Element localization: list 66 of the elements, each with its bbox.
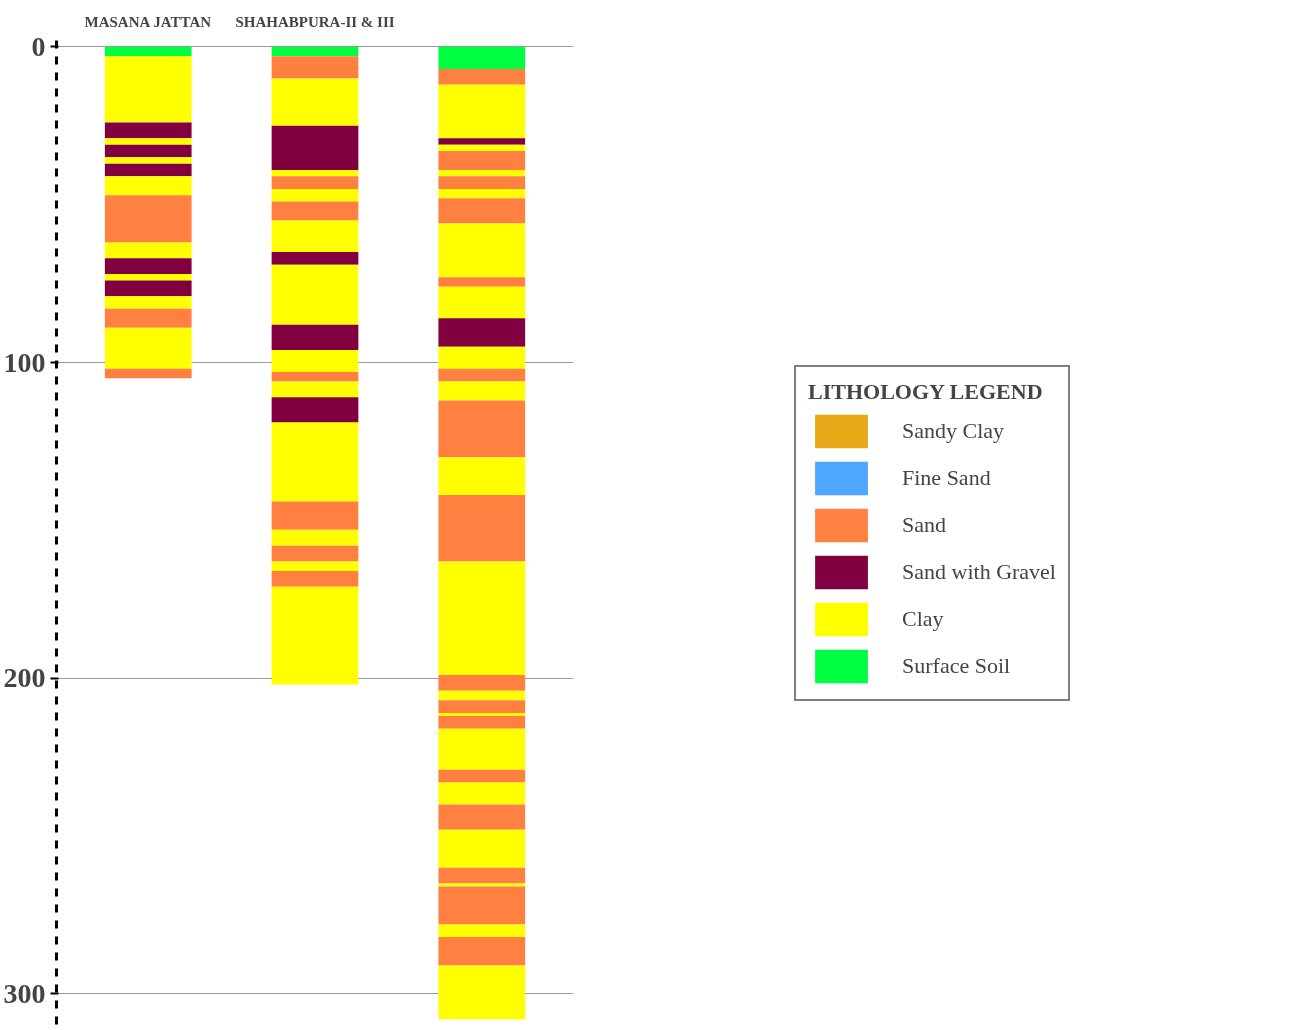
bar xyxy=(438,782,526,805)
bar xyxy=(271,220,359,253)
y-tick-label: 300 xyxy=(3,977,46,1009)
bar xyxy=(271,78,359,126)
bar xyxy=(438,400,526,458)
bar xyxy=(271,264,359,325)
bar xyxy=(271,570,359,587)
bar xyxy=(438,937,526,966)
bar xyxy=(438,169,526,177)
bar xyxy=(271,545,359,562)
bar xyxy=(104,46,192,57)
bar xyxy=(438,223,526,278)
bar xyxy=(438,804,526,830)
bar xyxy=(271,422,359,502)
bar xyxy=(271,188,359,202)
bar xyxy=(438,924,526,938)
bar xyxy=(438,712,526,717)
bar xyxy=(438,84,526,139)
bar xyxy=(438,716,526,729)
bar xyxy=(271,586,359,685)
legend-label: Sand xyxy=(902,511,947,538)
bar xyxy=(438,381,526,401)
bar xyxy=(438,188,526,199)
bar xyxy=(438,68,526,85)
bar xyxy=(271,349,359,372)
y-tick-label: 100 xyxy=(3,346,46,378)
legend-label: Clay xyxy=(902,605,944,632)
bar xyxy=(438,675,526,691)
bar xyxy=(438,886,526,925)
bar xyxy=(438,561,526,676)
bar xyxy=(438,176,526,189)
legend-label: Surface Soil xyxy=(902,652,1011,679)
bar xyxy=(271,56,359,79)
bar xyxy=(438,46,526,69)
bar xyxy=(438,457,526,496)
bar xyxy=(271,176,359,189)
legend-label: Fine Sand xyxy=(902,464,991,491)
x-tick-label: SHAHABPURA-II & III xyxy=(235,13,395,30)
bar xyxy=(271,46,359,57)
bar xyxy=(438,728,526,770)
bar xyxy=(271,501,359,530)
bar xyxy=(438,700,526,713)
bar xyxy=(271,201,359,221)
bar xyxy=(271,381,359,398)
y-tick-label: 0 xyxy=(31,30,46,62)
bar xyxy=(438,883,526,887)
bar xyxy=(438,346,526,369)
bar xyxy=(438,690,526,701)
y-tick-label: 200 xyxy=(3,662,46,694)
legend-label: Sandy Clay xyxy=(902,417,1005,444)
bar xyxy=(438,829,526,868)
bar xyxy=(271,529,359,546)
bar xyxy=(271,125,359,170)
bar xyxy=(271,561,359,571)
legend-label: Sand with Gravel xyxy=(902,558,1056,585)
bar xyxy=(271,169,359,177)
bar xyxy=(438,151,526,170)
legend-title: LITHOLOGY LEGEND xyxy=(808,378,1044,405)
bar xyxy=(438,495,526,562)
bar xyxy=(438,138,526,145)
x-tick-label: MASANA JATTAN xyxy=(84,13,212,30)
bar xyxy=(438,144,526,151)
bar xyxy=(438,867,526,884)
bar xyxy=(438,286,526,319)
bar xyxy=(438,769,526,783)
bar xyxy=(438,965,526,1020)
